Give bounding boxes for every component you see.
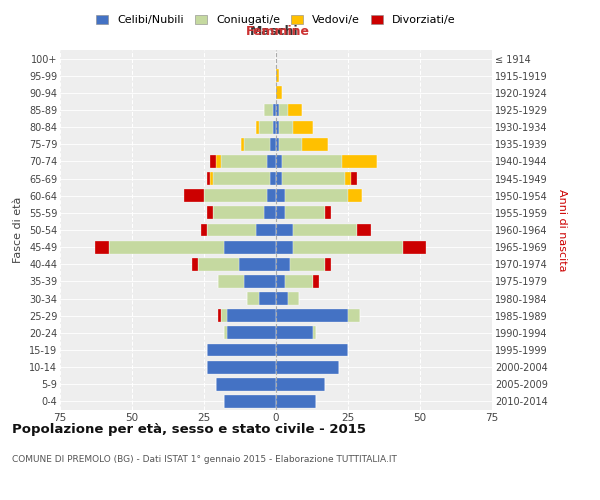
Y-axis label: Anni di nascita: Anni di nascita [557, 188, 567, 271]
Bar [276, 344, 348, 356]
Bar [282, 172, 345, 185]
Bar [293, 240, 403, 254]
Text: Maschi: Maschi [250, 25, 299, 38]
Bar [287, 104, 302, 117]
Bar [403, 240, 426, 254]
Bar [256, 120, 259, 134]
Bar [273, 120, 276, 134]
Bar [276, 206, 284, 220]
Bar [247, 292, 259, 305]
Bar [325, 206, 331, 220]
Bar [215, 378, 276, 390]
Bar [221, 155, 268, 168]
Bar [313, 326, 316, 340]
Bar [313, 275, 319, 288]
Bar [259, 120, 273, 134]
Bar [325, 258, 331, 270]
Bar [207, 206, 212, 220]
Bar [293, 224, 356, 236]
Bar [210, 172, 212, 185]
Bar [287, 292, 299, 305]
Bar [282, 155, 342, 168]
Bar [284, 275, 313, 288]
Bar [227, 310, 276, 322]
Bar [224, 326, 227, 340]
Bar [276, 310, 348, 322]
Text: COMUNE DI PREMOLO (BG) - Dati ISTAT 1° gennaio 2015 - Elaborazione TUTTITALIA.IT: COMUNE DI PREMOLO (BG) - Dati ISTAT 1° g… [12, 455, 397, 464]
Bar [268, 155, 276, 168]
Bar [273, 104, 276, 117]
Y-axis label: Fasce di età: Fasce di età [13, 197, 23, 263]
Bar [218, 275, 244, 288]
Bar [207, 224, 256, 236]
Bar [193, 258, 198, 270]
Bar [293, 120, 313, 134]
Bar [279, 104, 287, 117]
Bar [218, 310, 221, 322]
Bar [212, 172, 270, 185]
Bar [265, 206, 276, 220]
Bar [204, 190, 268, 202]
Bar [227, 326, 276, 340]
Legend: Celibi/Nubili, Coniugati/e, Vedovi/e, Divorziati/e: Celibi/Nubili, Coniugati/e, Vedovi/e, Di… [92, 10, 460, 30]
Text: Femmine: Femmine [245, 25, 310, 38]
Bar [276, 70, 279, 82]
Bar [276, 224, 293, 236]
Bar [276, 86, 282, 100]
Bar [276, 155, 282, 168]
Bar [279, 120, 293, 134]
Bar [356, 224, 371, 236]
Bar [198, 258, 239, 270]
Bar [244, 275, 276, 288]
Bar [95, 240, 109, 254]
Text: Popolazione per età, sesso e stato civile - 2015: Popolazione per età, sesso e stato civil… [12, 422, 366, 436]
Bar [201, 224, 207, 236]
Bar [265, 104, 273, 117]
Bar [276, 240, 293, 254]
Bar [212, 206, 265, 220]
Bar [348, 190, 362, 202]
Bar [207, 344, 276, 356]
Bar [345, 172, 351, 185]
Bar [348, 310, 359, 322]
Bar [241, 138, 244, 150]
Bar [215, 155, 221, 168]
Bar [276, 190, 284, 202]
Bar [268, 190, 276, 202]
Bar [184, 190, 204, 202]
Bar [207, 360, 276, 374]
Bar [259, 292, 276, 305]
Bar [279, 138, 302, 150]
Bar [244, 138, 270, 150]
Bar [276, 378, 325, 390]
Bar [290, 258, 325, 270]
Bar [276, 172, 282, 185]
Bar [276, 360, 340, 374]
Bar [276, 104, 279, 117]
Bar [302, 138, 328, 150]
Bar [276, 138, 279, 150]
Bar [342, 155, 377, 168]
Bar [224, 240, 276, 254]
Bar [284, 206, 325, 220]
Bar [276, 292, 287, 305]
Bar [270, 172, 276, 185]
Bar [276, 395, 316, 408]
Bar [256, 224, 276, 236]
Bar [276, 275, 284, 288]
Bar [276, 326, 313, 340]
Bar [221, 310, 227, 322]
Bar [284, 190, 348, 202]
Bar [210, 155, 215, 168]
Bar [270, 138, 276, 150]
Bar [276, 258, 290, 270]
Bar [224, 395, 276, 408]
Bar [207, 172, 210, 185]
Bar [109, 240, 224, 254]
Bar [239, 258, 276, 270]
Bar [351, 172, 356, 185]
Bar [276, 120, 279, 134]
